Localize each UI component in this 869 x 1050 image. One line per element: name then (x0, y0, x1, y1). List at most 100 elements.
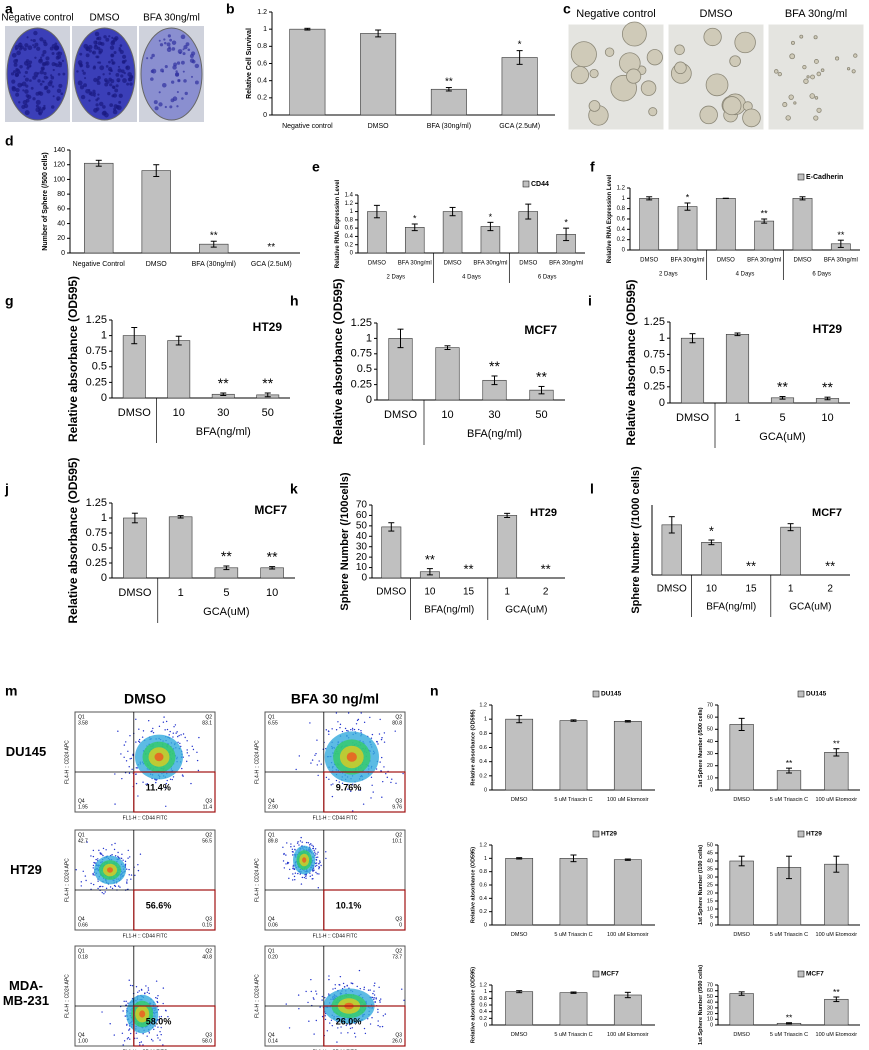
bar (754, 220, 775, 251)
sphere (820, 68, 825, 73)
colony (79, 52, 83, 56)
x-tick-label: 50 (535, 409, 547, 421)
event (311, 874, 314, 876)
event (101, 853, 103, 856)
colony (163, 38, 166, 41)
event (349, 1027, 352, 1030)
event (151, 730, 153, 732)
event (353, 1032, 356, 1035)
event (103, 893, 105, 895)
group-label: 4 Days (462, 275, 481, 281)
y-tick-label: 40 (707, 739, 713, 745)
event (139, 853, 142, 855)
event (92, 883, 95, 886)
y-tick-label: 60 (356, 510, 368, 521)
colony (116, 78, 121, 83)
event (331, 728, 333, 730)
group-label: BFA(ng/ml) (424, 605, 474, 616)
event (369, 1023, 372, 1025)
density (107, 867, 113, 873)
sphere (816, 71, 822, 77)
event (126, 881, 128, 883)
colony (16, 50, 21, 56)
y-tick-label: 0 (361, 573, 367, 584)
significance: ** (489, 358, 500, 374)
colony (164, 105, 167, 109)
event (328, 733, 330, 735)
quadrant-name: Q1 (78, 714, 85, 720)
event (159, 1031, 161, 1033)
y-tick-label: 30 (356, 541, 368, 552)
bar (360, 33, 397, 116)
event (373, 998, 375, 1001)
event (319, 860, 321, 862)
quadrant-value: 1.00 (78, 1038, 88, 1044)
y-tick-label: 30 (707, 1005, 713, 1011)
event (105, 887, 108, 890)
significance: ** (825, 558, 835, 573)
colony (115, 72, 120, 77)
y-tick-label: 0.2 (479, 909, 487, 915)
y-tick-label: 0.6 (617, 217, 626, 223)
significance: ** (267, 549, 278, 565)
event (316, 853, 318, 855)
bar (729, 860, 754, 926)
quadrant-name: Q3 (205, 916, 212, 922)
y-tick-label: 0.8 (617, 206, 626, 212)
colony (92, 50, 97, 55)
colony (76, 70, 79, 73)
colony (36, 46, 41, 51)
event (320, 763, 322, 765)
bar (168, 516, 193, 579)
colony (97, 41, 102, 46)
event (315, 1019, 317, 1022)
colony (117, 68, 122, 73)
significance: ** (210, 230, 218, 241)
colony (111, 39, 115, 44)
y-tick-label: 20 (356, 552, 368, 563)
plot-frame (264, 829, 406, 931)
y-tick-label: 1 (101, 330, 107, 342)
x-axis-label: FL1-H :: CD44 FITC (123, 815, 168, 821)
event (130, 757, 133, 760)
event (381, 756, 383, 759)
sphere (799, 34, 804, 39)
colony (108, 60, 111, 64)
micrograph (767, 23, 865, 131)
bar (715, 198, 736, 251)
colony (99, 65, 105, 71)
event (146, 1035, 148, 1037)
y-tick-label: 1.2 (479, 702, 487, 708)
row-label: MDA-MB-231 (2, 978, 50, 1008)
event (379, 999, 381, 1002)
y-tick-label: 50 (707, 994, 713, 1000)
colony (21, 104, 26, 110)
event (299, 840, 302, 842)
y-tick-label: 0.8 (479, 869, 487, 875)
colony (85, 88, 90, 94)
x-tick-label: BFA 30ng/ml (549, 261, 583, 267)
y-tick-label: 60 (57, 206, 65, 213)
colony (32, 44, 35, 47)
bar (639, 198, 660, 251)
event (347, 712, 350, 714)
y-tick-label: 0.6 (479, 882, 487, 888)
y-tick-label: 140 (53, 147, 65, 154)
x-tick-label: 100 uM Etomoxir (607, 932, 649, 938)
colony (117, 65, 121, 68)
y-tick-label: 0 (710, 1022, 713, 1028)
event (122, 1010, 124, 1012)
event (314, 853, 317, 855)
event (336, 1041, 338, 1043)
y-tick-label: 0.75 (86, 345, 107, 357)
quadrant-name: Q3 (205, 1032, 212, 1038)
colony (18, 101, 21, 104)
event (155, 980, 158, 982)
y-tick-label: 0.25 (86, 557, 107, 569)
event (127, 1002, 129, 1004)
group-label: 4 Days (736, 272, 755, 278)
colony (98, 101, 104, 107)
event (332, 988, 334, 990)
quadrant-name: Q4 (268, 1032, 275, 1038)
colony (88, 44, 93, 50)
